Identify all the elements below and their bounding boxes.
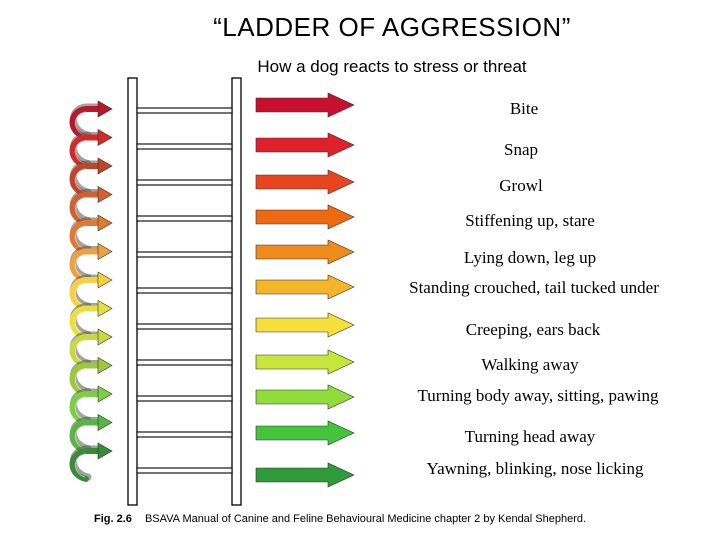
curl-arrow xyxy=(69,271,113,311)
step-label: Turning head away xyxy=(464,427,596,446)
ladder-rail-right xyxy=(231,77,242,506)
step-label: Yawning, blinking, nose licking xyxy=(426,459,644,478)
curl-arrow xyxy=(69,214,113,254)
step-arrow xyxy=(255,274,355,300)
ladder xyxy=(127,77,242,506)
curl-arrow xyxy=(69,185,113,226)
curl-arrow xyxy=(69,413,113,454)
step-label: Turning body away, sitting, pawing xyxy=(417,386,659,405)
step-label: Growl xyxy=(499,176,543,195)
curl-arrow xyxy=(69,157,113,197)
figure-caption: Fig. 2.6 BSAVA Manual of Canine and Feli… xyxy=(94,513,586,525)
ladder-rung xyxy=(136,251,233,258)
ladder-rung xyxy=(136,467,233,474)
step-label: Snap xyxy=(504,140,538,159)
diagram-subtitle: How a dog reacts to stress or threat xyxy=(257,57,527,76)
diagram-title: “LADDER OF AGGRESSION” xyxy=(213,12,571,42)
step-arrow xyxy=(255,312,355,338)
step-arrow xyxy=(255,462,355,488)
step-arrow xyxy=(255,349,355,375)
step-arrow xyxy=(255,132,355,158)
curl-arrow xyxy=(69,356,113,397)
ladder-rung xyxy=(136,143,233,150)
step-arrow xyxy=(255,384,355,410)
ladder-rung xyxy=(136,107,233,114)
step-arrows xyxy=(255,92,355,488)
ladder-rung xyxy=(136,215,233,222)
ladder-rung xyxy=(136,287,233,294)
ladder-rung xyxy=(136,323,233,330)
curl-arrow xyxy=(69,242,113,283)
step-label: Stiffening up, stare xyxy=(465,211,595,230)
curl-arrows xyxy=(69,100,113,482)
curl-arrow xyxy=(69,100,113,140)
step-label: Creeping, ears back xyxy=(465,320,601,339)
step-arrow xyxy=(255,92,355,118)
step-label: Bite xyxy=(509,99,539,118)
ladder-rail-left xyxy=(127,77,138,506)
ladder-rung xyxy=(136,359,233,366)
curl-arrow xyxy=(69,328,113,368)
ladder-rung xyxy=(136,179,233,186)
step-arrow xyxy=(255,239,355,265)
ladder-rung xyxy=(136,395,233,402)
step-arrow xyxy=(255,169,355,195)
step-arrow xyxy=(255,420,355,446)
ladder-rung xyxy=(136,431,233,438)
curl-arrow xyxy=(69,128,113,169)
figure-number: Fig. 2.6 xyxy=(94,513,132,525)
curl-arrow xyxy=(69,442,113,482)
step-label: Standing crouched, tail tucked under xyxy=(409,278,659,297)
curl-arrow xyxy=(69,385,113,425)
step-arrow xyxy=(255,204,355,230)
step-label: Walking away xyxy=(481,355,579,374)
step-label: Lying down, leg up xyxy=(463,248,597,267)
curl-arrow xyxy=(69,299,113,340)
figure-source: BSAVA Manual of Canine and Feline Behavi… xyxy=(144,513,587,525)
